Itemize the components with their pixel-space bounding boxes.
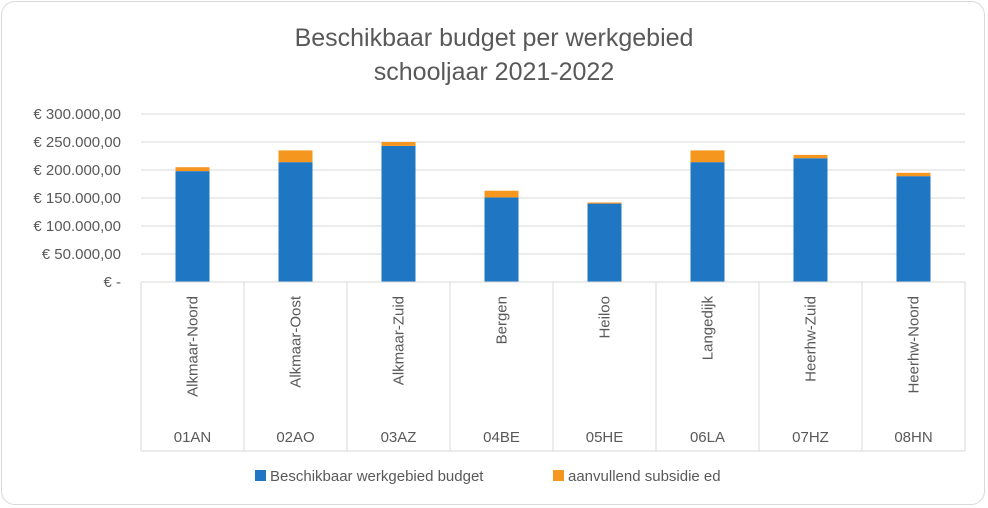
y-tick-label: € 50.000,00 [42,246,121,263]
category-label: Alkmaar-Oost [288,295,305,388]
bar-subsidie [690,150,725,163]
bar-budget [278,162,313,282]
bar-budget [690,162,725,282]
category-code-label: 02AO [276,429,314,446]
y-tick-label: € 300.000,00 [33,106,121,123]
category-label: Alkmaar-Noord [185,296,202,397]
y-tick-label: € 150.000,00 [33,190,121,207]
y-axis-ticks: € - € 50.000,00 € 100.000,00 € 150.000,00 € … [33,106,121,291]
gridlines [141,113,965,255]
bar-budget [381,145,416,282]
category-code-label: 03AZ [381,429,417,446]
category-label: Langedijk [700,296,717,361]
category-label: Alkmaar-Zuid [391,296,408,385]
bar-subsidie [484,190,519,198]
bar-subsidie [896,172,931,177]
bar-subsidie [175,167,210,172]
category-code-label: 08HN [894,429,932,446]
category-code-label: 06LA [690,429,725,446]
category-label: Heiloo [597,296,614,339]
legend-swatch [553,470,564,481]
category-label: Heerhw-Noord [906,296,923,394]
bar-subsidie [381,142,416,146]
bar-budget [175,171,210,282]
category-code-label: 07HZ [792,429,829,446]
chart-subtitle: schooljaar 2021-2022 [374,58,614,86]
y-tick-label: € - [103,274,121,291]
legend-label: aanvullend subsidie ed [568,468,721,485]
legend-swatch [255,470,266,481]
y-tick-label: € 100.000,00 [33,218,121,235]
bars [175,142,931,282]
category-axis: Alkmaar-Noord 01AN Alkmaar-Oost 02AO Alkmaar… [140,281,966,452]
legend-label: Beschikbaar werkgebied budget [270,468,484,485]
category-label: Bergen [494,296,511,344]
bar-subsidie [793,154,828,159]
y-tick-label: € 250.000,00 [33,134,121,151]
bar-budget [896,176,931,282]
category-code-label: 01AN [174,429,212,446]
bar-subsidie [587,202,622,204]
bar-subsidie [278,150,313,163]
bar-budget [484,197,519,282]
bar-budget [587,203,622,282]
category-label: Heerhw-Zuid [803,296,820,382]
category-code-label: 04BE [483,429,520,446]
legend: Beschikbaar werkgebied budget aanvullend … [255,468,721,485]
chart-title: Beschikbaar budget per werkgebied [295,24,694,52]
category-code-label: 05HE [586,429,624,446]
bar-budget [793,158,828,282]
y-tick-label: € 200.000,00 [33,162,121,179]
